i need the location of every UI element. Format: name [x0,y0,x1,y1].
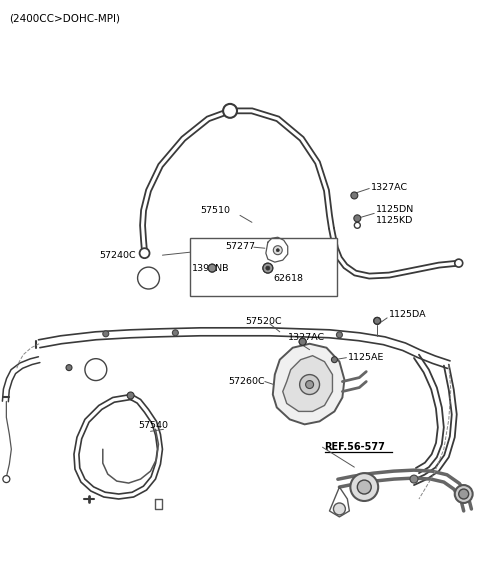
Circle shape [350,473,378,501]
Text: B: B [93,365,99,375]
Circle shape [127,392,134,399]
Circle shape [354,215,361,222]
Circle shape [103,331,109,337]
Circle shape [299,338,306,345]
Circle shape [140,248,150,258]
Text: 1125AE: 1125AE [348,353,385,362]
Circle shape [334,503,346,515]
Circle shape [85,358,107,380]
Text: 1327AC: 1327AC [288,334,325,342]
Circle shape [3,476,10,483]
Bar [190,238,337,296]
Text: 1390NB: 1390NB [192,263,230,273]
Text: 57510: 57510 [200,206,230,215]
Circle shape [138,267,159,289]
Text: 1125DA: 1125DA [389,310,427,320]
Text: 57540: 57540 [139,421,168,430]
Text: 57260C: 57260C [228,377,264,386]
Circle shape [455,485,473,503]
Circle shape [263,263,273,273]
Circle shape [273,246,282,255]
Circle shape [354,222,360,229]
Circle shape [351,192,358,199]
Text: 1125DN: 1125DN [376,205,414,214]
Text: 57520C: 57520C [245,317,282,327]
Circle shape [374,317,381,324]
Text: 57277: 57277 [225,242,255,251]
Circle shape [357,480,371,494]
Circle shape [299,338,306,345]
Circle shape [300,375,320,394]
Text: 1327AC: 1327AC [371,183,408,192]
Circle shape [223,104,237,118]
Polygon shape [283,356,333,411]
Circle shape [336,332,342,338]
Circle shape [66,365,72,371]
Text: A: A [145,273,152,283]
Text: 62618: 62618 [274,274,304,282]
Circle shape [276,249,279,252]
Text: 57240C: 57240C [99,251,135,260]
Text: (2400CC>DOHC-MPI): (2400CC>DOHC-MPI) [9,13,120,23]
Text: 1125KD: 1125KD [376,216,414,225]
Circle shape [208,264,216,272]
Circle shape [266,266,270,270]
Text: REF.56-577: REF.56-577 [324,442,385,452]
Circle shape [459,489,468,499]
Circle shape [172,330,179,336]
Circle shape [455,259,463,267]
Polygon shape [273,344,344,425]
Circle shape [410,475,418,483]
Circle shape [332,357,337,362]
Circle shape [306,380,313,389]
